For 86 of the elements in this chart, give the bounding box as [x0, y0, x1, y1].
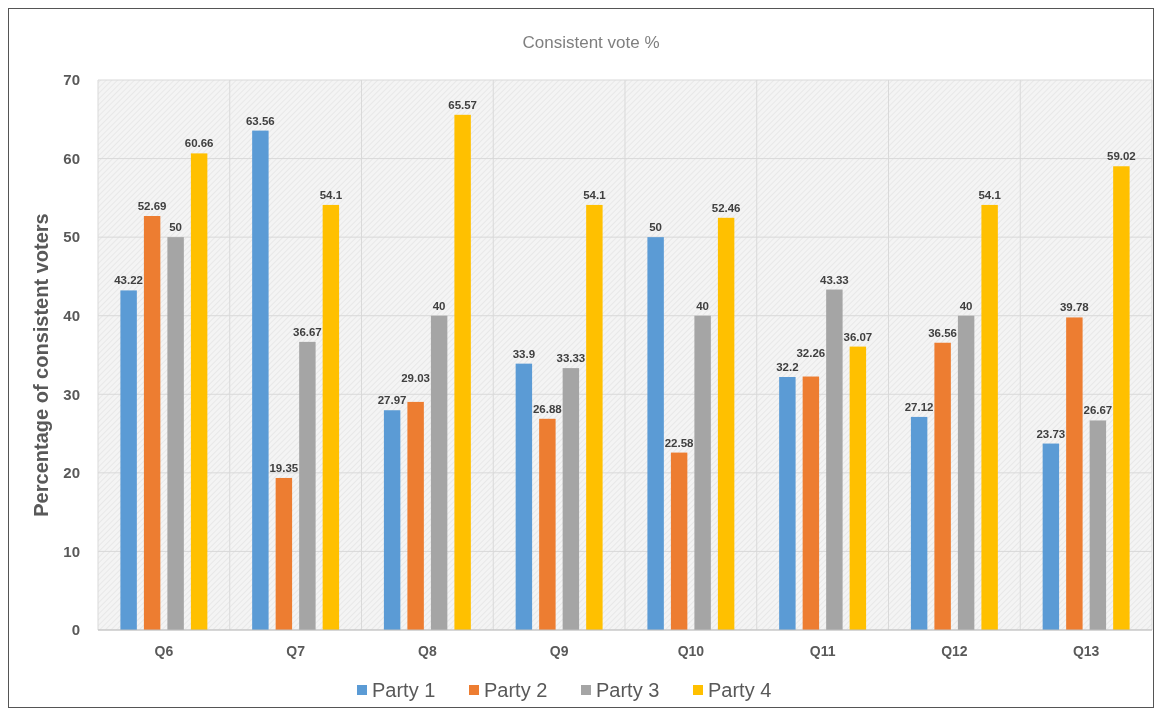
data-label: 59.02 — [1106, 150, 1136, 163]
bar — [586, 204, 603, 630]
bar — [299, 341, 316, 630]
x-tick-label: Q6 — [154, 643, 174, 659]
data-label: 33.9 — [512, 347, 536, 360]
data-label: 32.26 — [796, 346, 826, 359]
y-tick-label: 0 — [71, 621, 80, 639]
data-label: 33.33 — [556, 352, 586, 365]
data-label: 26.88 — [532, 402, 563, 415]
data-label: 65.57 — [448, 98, 478, 111]
data-label: 40 — [696, 299, 710, 312]
bar — [143, 216, 161, 630]
data-label: 19.35 — [269, 461, 299, 474]
legend-label: Party 2 — [484, 679, 548, 701]
y-tick-label: 30 — [63, 385, 80, 403]
y-tick-label: 40 — [63, 306, 80, 324]
bar — [120, 290, 137, 630]
x-tick-label: Q11 — [809, 643, 836, 659]
bar — [275, 477, 293, 630]
bar — [934, 342, 951, 630]
data-label: 36.07 — [843, 330, 873, 343]
bar — [957, 315, 975, 630]
data-label: 39.78 — [1059, 301, 1090, 314]
bar — [1089, 420, 1107, 630]
data-label: 23.73 — [1036, 427, 1066, 440]
y-axis-title: Percentage of consistent voters — [30, 213, 52, 517]
data-label: 60.66 — [184, 137, 214, 150]
y-tick-label: 60 — [63, 149, 80, 167]
x-tick-label: Q10 — [677, 643, 705, 659]
x-tick-label: Q7 — [286, 643, 306, 659]
data-label: 52.46 — [711, 201, 741, 214]
data-label: 40 — [432, 299, 446, 312]
bar — [322, 204, 340, 630]
data-label: 43.22 — [114, 274, 144, 287]
chart-title: Consistent vote % — [522, 33, 660, 52]
x-tick-label: Q8 — [418, 643, 437, 659]
data-label: 36.67 — [292, 325, 322, 338]
x-tick-label: Q12 — [941, 643, 968, 659]
legend-label: Party 3 — [596, 679, 660, 701]
data-label: 36.56 — [928, 326, 958, 339]
bar — [430, 315, 448, 630]
bar — [562, 368, 580, 630]
data-label: 27.97 — [377, 394, 407, 407]
data-label: 63.56 — [245, 114, 275, 127]
legend-label: Party 4 — [708, 679, 772, 701]
y-tick-label: 50 — [63, 228, 80, 246]
y-tick-label: 10 — [63, 542, 80, 560]
data-label: 54.1 — [583, 188, 607, 201]
data-label: 32.2 — [776, 361, 799, 373]
data-label: 54.1 — [319, 188, 343, 201]
bar — [454, 114, 471, 630]
bar — [826, 289, 843, 630]
x-tick-label: Q9 — [549, 643, 569, 659]
bar — [167, 237, 184, 630]
data-label: 43.33 — [819, 273, 849, 286]
bar — [1066, 317, 1083, 630]
bar — [717, 217, 735, 630]
data-label: 22.58 — [664, 436, 695, 449]
bar — [802, 376, 820, 630]
data-label: 26.67 — [1083, 404, 1113, 417]
data-label: 50 — [169, 221, 183, 234]
data-label: 50 — [649, 221, 663, 234]
bar — [252, 130, 269, 630]
data-label: 52.69 — [137, 200, 167, 213]
bar — [694, 315, 711, 630]
data-label: 27.12 — [904, 400, 934, 413]
y-tick-label: 70 — [63, 71, 80, 89]
bar — [190, 153, 208, 630]
bar — [407, 401, 424, 630]
bar — [383, 410, 401, 630]
bar — [849, 346, 867, 630]
legend-label: Party 1 — [372, 679, 436, 701]
bar — [981, 204, 998, 630]
data-label: 54.1 — [978, 188, 1002, 201]
x-tick-label: Q13 — [1072, 643, 1100, 659]
bar — [1113, 166, 1130, 630]
data-label: 40 — [959, 299, 973, 312]
y-tick-label: 20 — [63, 464, 80, 482]
bar — [647, 237, 664, 630]
bar — [539, 418, 556, 630]
bar — [910, 416, 928, 630]
bar — [515, 363, 533, 630]
bar — [1042, 443, 1060, 630]
data-label: 29.03 — [401, 371, 431, 384]
bar — [779, 377, 796, 630]
bar — [670, 452, 688, 630]
